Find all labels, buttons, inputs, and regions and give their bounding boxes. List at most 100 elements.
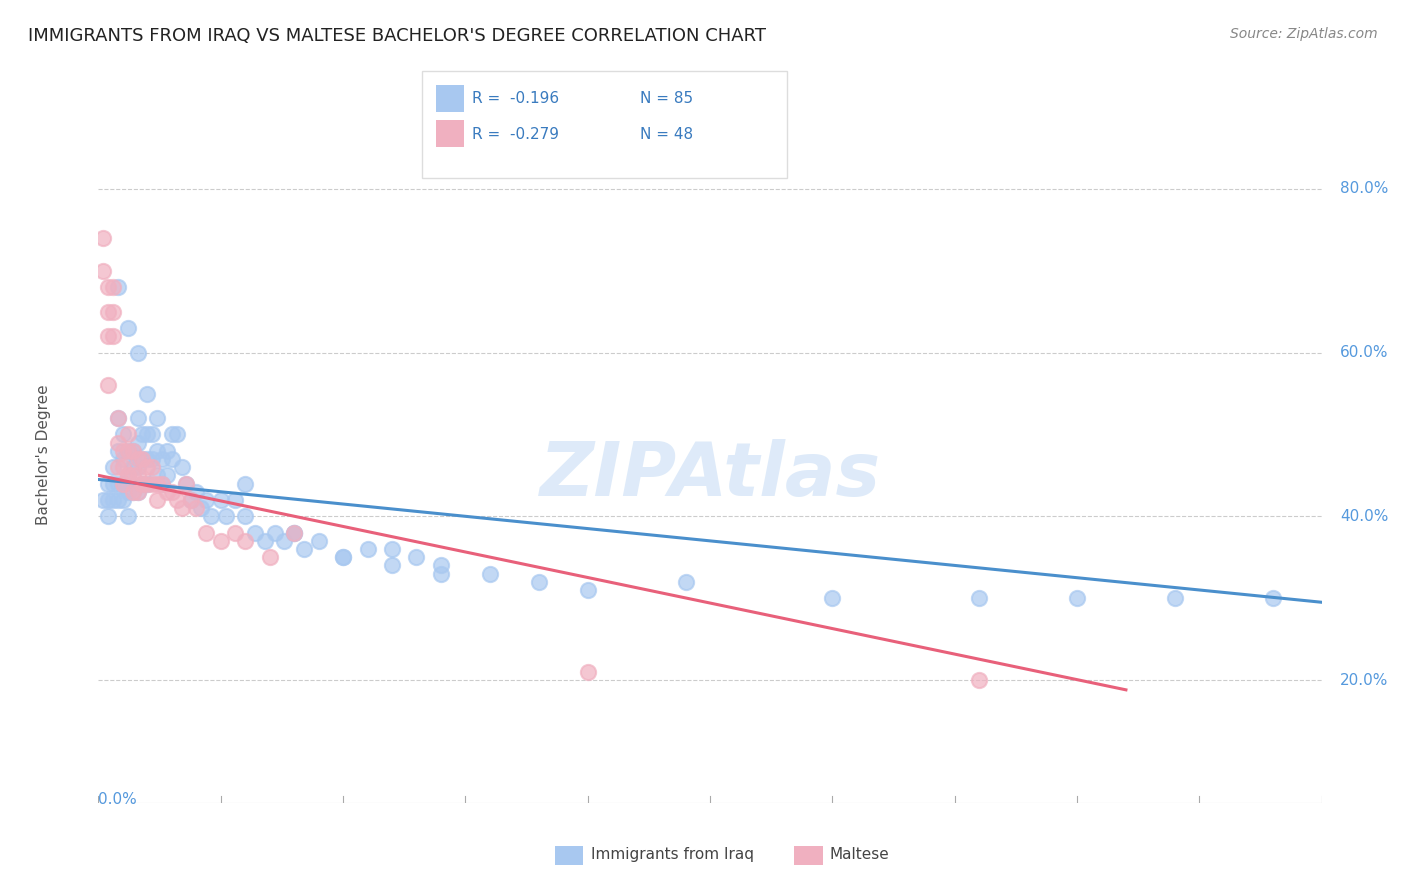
Text: Bachelor's Degree: Bachelor's Degree	[37, 384, 51, 525]
Point	[166, 427, 188, 442]
Point	[136, 386, 159, 401]
Point	[97, 492, 120, 507]
Point	[91, 264, 114, 278]
Point	[117, 443, 139, 458]
Point	[224, 492, 246, 507]
Point	[1066, 591, 1088, 606]
Point	[127, 468, 149, 483]
Point	[131, 427, 153, 442]
Point	[127, 435, 149, 450]
Point	[141, 427, 163, 442]
Point	[101, 460, 124, 475]
Point	[131, 452, 153, 467]
Point	[283, 525, 305, 540]
Point	[107, 476, 129, 491]
Text: ZIPAtlas: ZIPAtlas	[540, 439, 880, 512]
Point	[180, 492, 202, 507]
Point	[111, 492, 134, 507]
Point	[107, 280, 129, 294]
Point	[101, 329, 124, 343]
Point	[156, 468, 179, 483]
Text: 20.0%: 20.0%	[1340, 673, 1388, 688]
Point	[576, 582, 599, 597]
Point	[160, 484, 183, 499]
Point	[131, 452, 153, 467]
Point	[121, 484, 143, 499]
Point	[111, 452, 134, 467]
Point	[127, 411, 149, 425]
Point	[121, 460, 143, 475]
Text: Immigrants from Iraq: Immigrants from Iraq	[591, 847, 754, 862]
Point	[150, 476, 173, 491]
Point	[195, 492, 218, 507]
Point	[111, 476, 134, 491]
Point	[150, 452, 173, 467]
Point	[97, 280, 120, 294]
Point	[136, 452, 159, 467]
Point	[121, 468, 143, 483]
Point	[308, 533, 330, 548]
Point	[156, 443, 179, 458]
Point	[117, 321, 139, 335]
Point	[243, 525, 266, 540]
Point	[190, 501, 212, 516]
Point	[381, 558, 404, 573]
Point	[821, 591, 844, 606]
Point	[107, 411, 129, 425]
Point	[292, 542, 315, 557]
Point	[97, 476, 120, 491]
Point	[283, 525, 305, 540]
Point	[91, 492, 114, 507]
Point	[186, 501, 208, 516]
Point	[209, 533, 232, 548]
Point	[141, 452, 163, 467]
Point	[111, 460, 134, 475]
Point	[111, 427, 134, 442]
Point	[430, 558, 453, 573]
Point	[967, 591, 990, 606]
Point	[150, 476, 173, 491]
Text: N = 85: N = 85	[640, 91, 693, 106]
Text: 80.0%: 80.0%	[1340, 181, 1388, 196]
Point	[233, 476, 256, 491]
Point	[381, 542, 404, 557]
Point	[127, 345, 149, 359]
Point	[259, 550, 281, 565]
Point	[180, 492, 202, 507]
Point	[131, 476, 153, 491]
Point	[478, 566, 501, 581]
Point	[146, 443, 169, 458]
Point	[111, 443, 134, 458]
Point	[136, 476, 159, 491]
Point	[1261, 591, 1284, 606]
Text: N = 48: N = 48	[640, 127, 693, 142]
Point	[127, 484, 149, 499]
Point	[117, 443, 139, 458]
Point	[101, 280, 124, 294]
Point	[121, 484, 143, 499]
Point	[253, 533, 276, 548]
Point	[967, 673, 990, 687]
Point	[356, 542, 378, 557]
Text: R =  -0.279: R = -0.279	[472, 127, 560, 142]
Point	[209, 492, 232, 507]
Text: Source: ZipAtlas.com: Source: ZipAtlas.com	[1230, 27, 1378, 41]
Point	[332, 550, 354, 565]
Point	[101, 304, 124, 318]
Point	[170, 501, 193, 516]
Point	[101, 476, 124, 491]
Point	[121, 443, 143, 458]
Point	[97, 509, 120, 524]
Point	[156, 484, 179, 499]
Point	[107, 411, 129, 425]
Point	[136, 476, 159, 491]
Point	[527, 574, 550, 589]
Point	[576, 665, 599, 679]
Point	[127, 452, 149, 467]
Point	[200, 509, 222, 524]
Point	[405, 550, 427, 565]
Point	[107, 435, 129, 450]
Point	[166, 492, 188, 507]
Point	[101, 492, 124, 507]
Point	[273, 533, 295, 548]
